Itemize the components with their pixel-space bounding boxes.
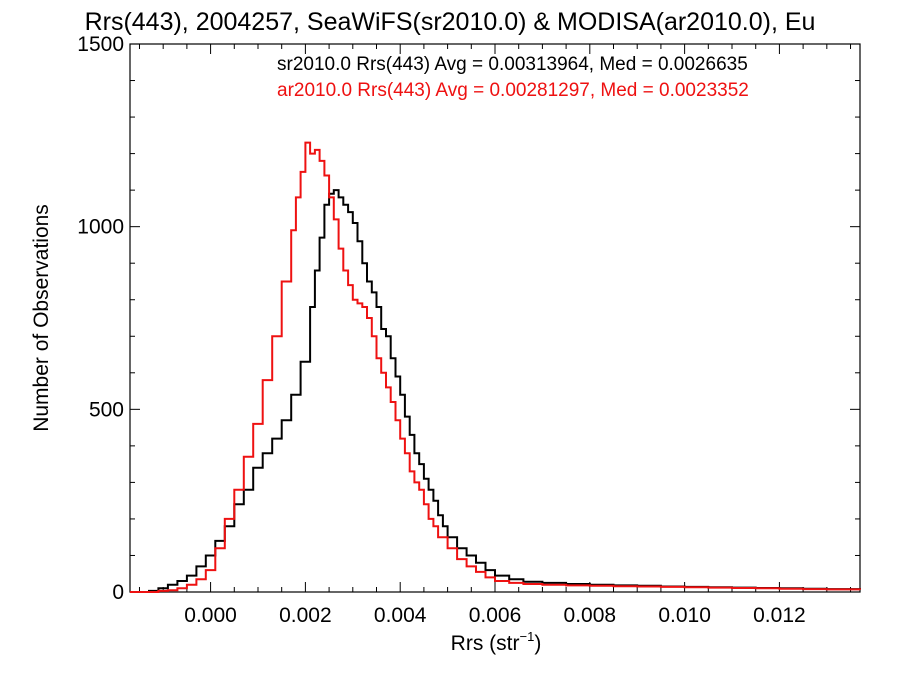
y-tick-label: 1000 [77,216,124,239]
x-axis-label-close: ) [534,632,541,655]
legend-entry-red: ar2010.0 Rrs(443) Avg = 0.00281297, Med … [277,80,749,101]
series-layer [130,141,861,593]
x-tick-label: 0.008 [564,604,617,627]
series-red-histogram [130,141,861,593]
x-axis-label-main: Rrs (str [451,632,520,655]
chart-title: Rrs(443), 2004257, SeaWiFS(sr2010.0) & M… [85,8,816,36]
x-tick-label: 0.002 [279,604,332,627]
x-axis-label: Rrs (str−1) [451,629,542,655]
x-tick-label: 0.000 [184,604,237,627]
legend-entry-black: sr2010.0 Rrs(443) Avg = 0.00313964, Med … [277,54,748,75]
x-tick-label: 0.004 [374,604,427,627]
x-tick-label: 0.010 [658,604,711,627]
x-axis-label-sup: −1 [520,629,535,644]
x-tick-label: 0.012 [753,604,806,627]
axis-tick-labels: 0.000 0.002 0.004 0.006 0.008 0.010 0.012 0 500 1… [77,33,805,627]
y-tick-label: 500 [89,398,124,421]
series-black-histogram [130,189,861,593]
y-tick-label: 1500 [77,33,124,56]
x-tick-label: 0.006 [469,604,522,627]
axis-ticks [130,43,860,593]
y-tick-label: 0 [112,581,124,604]
y-axis-label: Number of Observations [30,204,53,432]
plot-frame [129,43,861,593]
